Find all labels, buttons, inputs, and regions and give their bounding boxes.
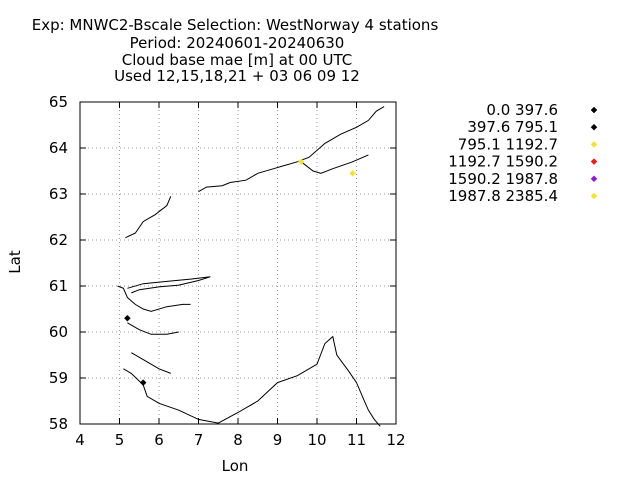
x-tick-label: 5 <box>115 431 125 449</box>
station-point <box>349 169 356 177</box>
y-tick-label: 65 <box>49 93 68 111</box>
y-tick-label: 59 <box>49 369 68 387</box>
coastline-segment <box>300 154 369 174</box>
y-tick-label: 64 <box>49 139 68 157</box>
legend-label: 1590.2 1987.8 <box>448 170 558 188</box>
legend-marker <box>590 141 598 148</box>
title-line: Period: 20240601-20240630 <box>130 34 345 52</box>
legend-marker <box>590 158 598 165</box>
coastline-segment <box>127 276 211 294</box>
coastline-segment <box>198 106 385 193</box>
y-tick-label: 63 <box>49 185 68 203</box>
x-axis-label: Lon <box>222 457 249 475</box>
title-line: Used 12,15,18,21 + 03 06 09 12 <box>114 67 360 85</box>
y-tick-label: 60 <box>49 323 68 341</box>
legend-marker <box>590 123 598 131</box>
x-tick-label: 7 <box>194 431 204 449</box>
station-point <box>139 379 147 386</box>
y-axis-label: Lat <box>6 250 24 274</box>
legend-marker <box>590 175 598 183</box>
y-tick-label: 58 <box>49 415 68 433</box>
legend-label: 0.0 397.6 <box>486 101 558 119</box>
x-tick-label: 4 <box>75 431 85 449</box>
station-point <box>297 158 305 166</box>
grid-lines <box>80 102 396 424</box>
coastline-segment <box>117 285 191 312</box>
legend-label: 1192.7 1590.2 <box>448 153 558 171</box>
coastline <box>117 106 385 427</box>
title-line: Exp: MNWC2-Bscale Selection: WestNorway … <box>32 16 439 34</box>
title-line: Cloud base mae [m] at 00 UTC <box>122 51 352 69</box>
y-axis-ticks: 58 59 60 61 62 63 64 65 <box>49 93 396 433</box>
data-points <box>124 158 356 386</box>
x-tick-label: 9 <box>273 431 283 449</box>
coastline-segment <box>123 335 381 427</box>
y-tick-label: 61 <box>49 277 68 295</box>
chart-title: Exp: MNWC2-Bscale Selection: WestNorway … <box>32 16 439 85</box>
y-tick-label: 62 <box>49 231 68 249</box>
legend-label: 1987.8 2385.4 <box>448 187 558 205</box>
x-axis-ticks: 4 5 6 7 8 9 10 11 12 <box>75 102 406 449</box>
x-tick-label: 6 <box>154 431 164 449</box>
coastline-segment <box>127 322 179 335</box>
x-tick-label: 8 <box>233 431 243 449</box>
legend-marker <box>590 192 598 200</box>
x-tick-label: 12 <box>386 431 405 449</box>
x-tick-label: 10 <box>307 431 326 449</box>
coastline-segment <box>125 196 172 239</box>
legend-label: 397.6 795.1 <box>467 118 558 136</box>
station-point <box>124 314 131 322</box>
legend-marker <box>590 106 598 114</box>
x-tick-label: 11 <box>347 431 366 449</box>
coastline-segment <box>131 352 171 374</box>
legend-label: 795.1 1192.7 <box>458 135 558 153</box>
